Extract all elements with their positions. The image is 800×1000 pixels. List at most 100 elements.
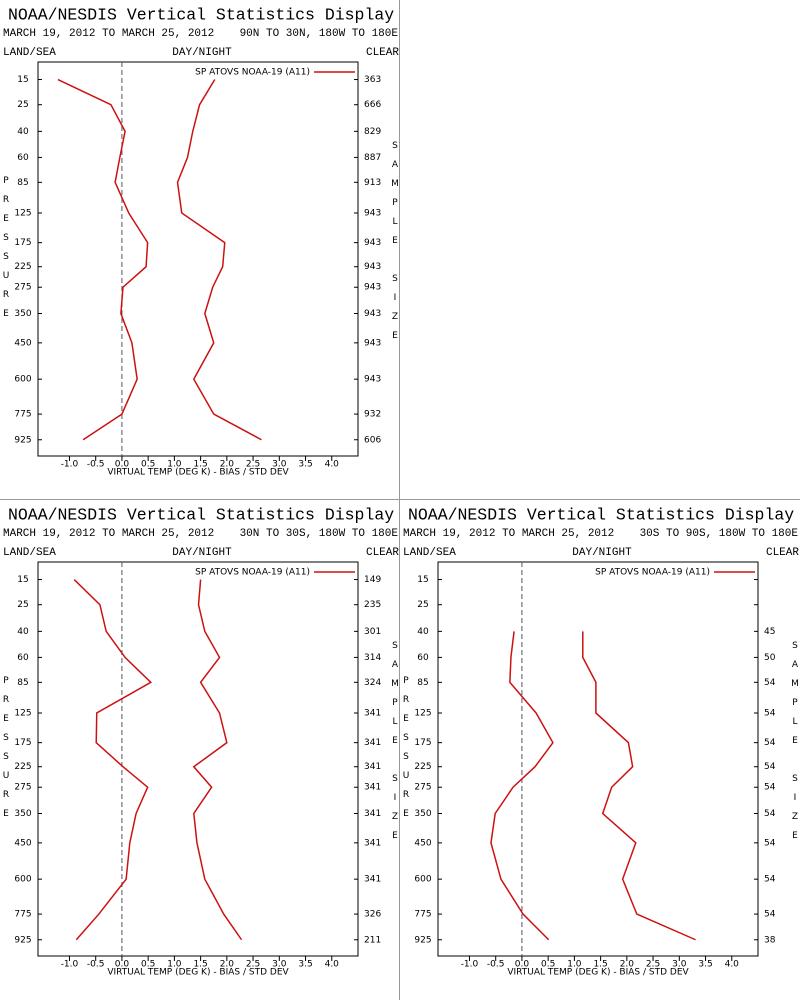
land-sea: LAND/SEA <box>403 547 456 559</box>
x-tick-label: 4.0 <box>725 960 740 970</box>
sample-size-label: 54 <box>764 809 776 819</box>
y-tick-label: 925 <box>14 435 31 445</box>
plot-frame <box>37 61 359 457</box>
y-tick-label: 600 <box>14 375 31 385</box>
sample-size-axis-label: SAMPLE SIZE <box>390 141 400 350</box>
region: 30N TO 30S, 180W TO 180E <box>240 528 399 540</box>
y-tick-label: 85 <box>417 678 428 688</box>
y-tick-label: 225 <box>414 762 431 772</box>
x-axis-label: VIRTUAL TEMP (DEG K) - BIAS / STD DEV <box>107 968 289 978</box>
x-tick-label: 3.5 <box>298 460 312 470</box>
y-tick-label: 25 <box>417 600 428 610</box>
sample-size-label: 149 <box>364 575 381 585</box>
sample-size-label: 932 <box>364 410 381 420</box>
clear: CLEAR <box>766 547 799 559</box>
x-axis-label: VIRTUAL TEMP (DEG K) - BIAS / STD DEV <box>507 968 689 978</box>
sample-size-label: 326 <box>364 910 381 920</box>
chart-panel: NOAA/NESDIS Vertical Statistics Display M… <box>401 505 800 977</box>
y-tick-label: 25 <box>17 100 28 110</box>
sample-size-label: 341 <box>364 783 381 793</box>
y-tick-label: 125 <box>14 208 31 218</box>
sample-size-label: 666 <box>364 100 381 110</box>
sample-size-label: 54 <box>764 783 776 793</box>
land-sea: LAND/SEA <box>3 47 56 59</box>
x-tick-label: 0.0 <box>515 960 530 970</box>
sample-size-label: 211 <box>364 935 381 945</box>
y-tick-label: 600 <box>14 875 31 885</box>
sample-size-label: 235 <box>364 600 381 610</box>
x-tick-label: 3.0 <box>672 960 687 970</box>
x-tick-label: 0.0 <box>115 960 130 970</box>
date-range: MARCH 19, 2012 TO MARCH 25, 2012 <box>3 28 214 40</box>
x-tick-label: 4.0 <box>325 460 340 470</box>
y-tick-label: 85 <box>17 678 28 688</box>
land-sea: LAND/SEA <box>3 547 56 559</box>
sample-size-label: 54 <box>764 838 776 848</box>
y-tick-label: 600 <box>414 875 431 885</box>
plot-frame <box>37 561 359 957</box>
x-axis-label: VIRTUAL TEMP (DEG K) - BIAS / STD DEV <box>107 468 289 478</box>
y-tick-label: 775 <box>14 910 31 920</box>
panel-title: NOAA/NESDIS Vertical Statistics Display <box>8 505 394 524</box>
y-tick-label: 40 <box>417 627 429 637</box>
sample-size-label: 943 <box>364 238 381 248</box>
y-tick-label: 125 <box>14 708 31 718</box>
sample-size-label: 54 <box>764 875 776 885</box>
sample-size-label: 38 <box>764 935 776 945</box>
y-tick-label: 275 <box>414 783 431 793</box>
plot-frame <box>437 561 759 957</box>
x-tick-label: 0.5 <box>141 460 155 470</box>
profile-line <box>490 631 554 941</box>
day-night: DAY/NIGHT <box>172 47 232 59</box>
x-tick-label: 1.0 <box>567 960 582 970</box>
sample-size-label: 301 <box>364 627 381 637</box>
x-tick-label: 2.5 <box>246 960 260 970</box>
sample-size-axis-label: SAMPLE SIZE <box>390 641 400 850</box>
sample-size-label: 54 <box>764 738 776 748</box>
y-tick-label: 275 <box>14 283 31 293</box>
x-tick-label: -1.0 <box>61 960 79 970</box>
x-tick-label: 0.5 <box>541 960 555 970</box>
y-tick-label: 925 <box>414 935 431 945</box>
y-tick-label: 60 <box>17 153 29 163</box>
panel-title: NOAA/NESDIS Vertical Statistics Display <box>8 5 394 24</box>
x-tick-label: 4.0 <box>325 960 340 970</box>
y-axis-label: PRESSURE <box>1 176 11 328</box>
sample-size-label: 341 <box>364 875 381 885</box>
x-tick-label: 1.0 <box>167 960 182 970</box>
y-tick-label: 450 <box>14 838 31 848</box>
region: 30S TO 90S, 180W TO 180E <box>640 528 799 540</box>
sample-size-label: 50 <box>764 653 776 663</box>
sample-size-label: 606 <box>364 435 381 445</box>
sample-size-label: 829 <box>364 127 381 137</box>
clear: CLEAR <box>366 47 399 59</box>
y-axis-label: PRESSURE <box>401 676 411 828</box>
y-tick-label: 775 <box>14 410 31 420</box>
y-tick-label: 450 <box>14 338 31 348</box>
x-tick-label: 1.5 <box>593 960 607 970</box>
y-tick-label: 15 <box>17 75 28 85</box>
sample-size-label: 54 <box>764 762 776 772</box>
y-tick-label: 15 <box>17 575 28 585</box>
y-tick-label: 85 <box>17 178 28 188</box>
y-axis-label: PRESSURE <box>1 676 11 828</box>
sample-size-label: 45 <box>764 627 775 637</box>
profile-line <box>176 79 262 441</box>
x-tick-label: -1.0 <box>61 460 79 470</box>
sample-size-label: 943 <box>364 309 381 319</box>
x-tick-label: 0.0 <box>115 460 130 470</box>
sample-size-label: 341 <box>364 838 381 848</box>
date-range: MARCH 19, 2012 TO MARCH 25, 2012 <box>3 528 214 540</box>
sample-size-label: 54 <box>764 678 776 688</box>
x-tick-label: -0.5 <box>87 960 105 970</box>
x-tick-label: 2.0 <box>620 960 635 970</box>
sample-size-label: 341 <box>364 809 381 819</box>
chart-panel: NOAA/NESDIS Vertical Statistics Display M… <box>1 505 400 977</box>
y-tick-label: 350 <box>414 809 431 819</box>
profile-line <box>57 78 149 441</box>
sample-size-axis-label: SAMPLE SIZE <box>790 641 800 850</box>
y-tick-label: 350 <box>14 809 31 819</box>
x-tick-label: 3.5 <box>298 960 312 970</box>
y-tick-label: 450 <box>414 838 431 848</box>
